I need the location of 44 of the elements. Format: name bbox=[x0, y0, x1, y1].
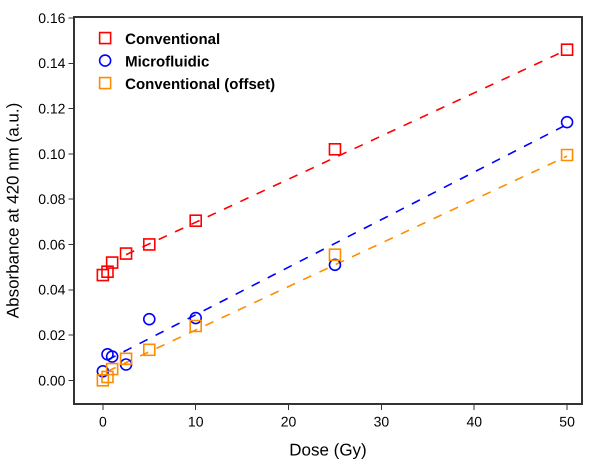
x-axis-title: Dose (Gy) bbox=[289, 440, 367, 460]
point bbox=[189, 312, 202, 324]
point bbox=[142, 312, 156, 326]
point bbox=[560, 116, 574, 128]
y-tick-label: 0.10 bbox=[38, 146, 66, 162]
point bbox=[142, 343, 156, 356]
point bbox=[120, 352, 132, 366]
point bbox=[96, 364, 110, 378]
point bbox=[106, 362, 118, 376]
y-tick-label: 0.14 bbox=[38, 55, 66, 72]
x-tick-label: 10 bbox=[188, 414, 204, 430]
y-tick-label: 0.02 bbox=[38, 326, 66, 343]
x-tick-label: 40 bbox=[466, 414, 482, 430]
legend-label: Conventional (offset) bbox=[125, 76, 276, 93]
point bbox=[189, 320, 202, 332]
legend-label: Microfluidic bbox=[125, 53, 210, 70]
y-tick-label: 0.04 bbox=[38, 282, 66, 298]
point bbox=[120, 247, 132, 260]
point bbox=[560, 43, 574, 56]
point bbox=[96, 374, 110, 387]
point bbox=[106, 350, 118, 363]
legend-label: Conventional bbox=[125, 30, 220, 48]
y-tick-label: 0.16 bbox=[38, 10, 66, 26]
y-tick-label: 0.06 bbox=[38, 236, 66, 252]
point bbox=[120, 358, 132, 371]
point bbox=[106, 256, 118, 269]
y-tick-label: 0.00 bbox=[38, 372, 66, 388]
point bbox=[96, 268, 110, 282]
x-tick-label: 30 bbox=[374, 414, 390, 430]
point bbox=[142, 238, 156, 251]
x-tick-label: 0 bbox=[98, 414, 107, 430]
point bbox=[328, 258, 342, 272]
point bbox=[101, 265, 114, 278]
point bbox=[328, 143, 342, 156]
y-tick-label: 0.12 bbox=[38, 100, 66, 116]
y-tick-label: 0.08 bbox=[38, 191, 66, 208]
point bbox=[101, 370, 114, 384]
point bbox=[189, 214, 202, 227]
x-tick-label: 20 bbox=[280, 414, 297, 430]
x-tick-label: 50 bbox=[559, 414, 576, 430]
y-axis-title: Absorbance at 420 nm (a.u.) bbox=[3, 102, 22, 318]
point bbox=[560, 148, 574, 162]
point bbox=[101, 348, 114, 361]
point bbox=[328, 248, 342, 261]
